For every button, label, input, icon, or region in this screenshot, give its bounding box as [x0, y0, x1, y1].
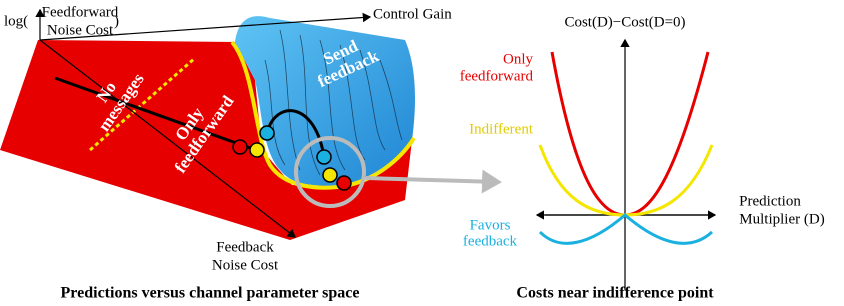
- curve-label: Only: [503, 51, 534, 67]
- caption: Costs near indifference point: [516, 285, 714, 302]
- x-axis-label: Multiplier (D): [739, 211, 824, 227]
- surface-plot: [0, 10, 498, 240]
- curve-indifferent: [540, 145, 712, 215]
- curve-label: Favors: [470, 217, 511, 233]
- curve-label: feedforward: [460, 68, 534, 84]
- curve-favors-feedback: [540, 215, 712, 243]
- y-axis-line: Noise Cost: [47, 22, 114, 38]
- caption: Predictions versus channel parameter spa…: [61, 285, 360, 302]
- y-axis-label: Cost(D)−Cost(D=0): [564, 14, 685, 30]
- y-axis-suffix: ): [114, 13, 119, 29]
- curve-label: feedback: [463, 233, 518, 249]
- x-axis-label: Prediction: [739, 193, 801, 209]
- y-axis-line: Feedforward: [42, 4, 119, 20]
- z-axis-label: Feedback: [216, 239, 274, 255]
- z-axis-label: Noise Cost: [212, 257, 279, 273]
- curve-label: Indifferent: [469, 121, 534, 137]
- x-axis-label: Control Gain: [373, 6, 452, 22]
- figure: log( Feedforward Noise Cost ) Control Ga…: [0, 0, 844, 306]
- y-axis-prefix: log(: [4, 13, 28, 29]
